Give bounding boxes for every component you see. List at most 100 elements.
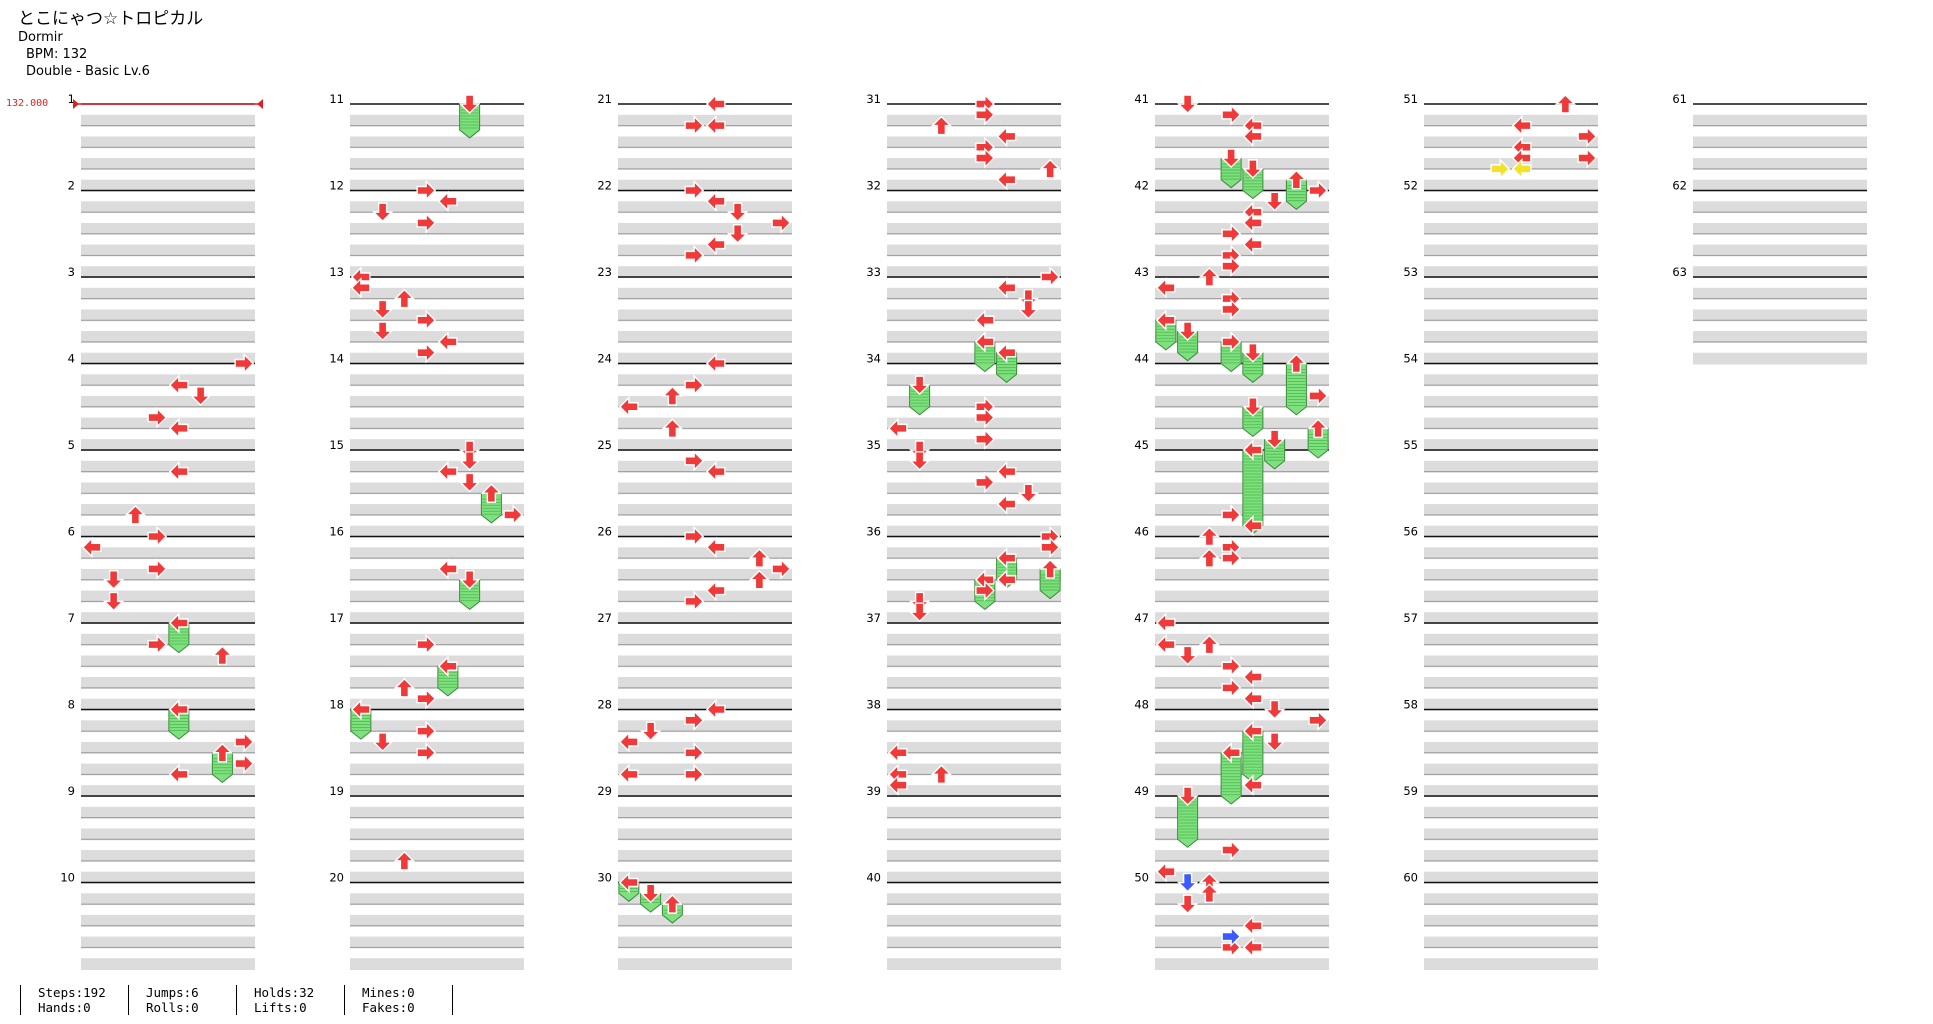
note-arrow bbox=[908, 375, 931, 416]
beat-stripe bbox=[887, 136, 1061, 149]
arrow-u-icon bbox=[930, 764, 953, 785]
note-arrow bbox=[1577, 147, 1598, 169]
beat-stripe bbox=[81, 828, 255, 841]
beat-stripe bbox=[81, 720, 255, 733]
beat-stripe bbox=[350, 677, 524, 689]
measure-number: 57 bbox=[1403, 611, 1418, 625]
beat-stripe bbox=[887, 850, 1061, 862]
note-arrow bbox=[618, 396, 639, 418]
beat-stripe bbox=[350, 439, 524, 451]
arrow-r-icon bbox=[147, 558, 168, 580]
note-arrow bbox=[618, 763, 639, 786]
beat-stripe bbox=[81, 893, 255, 906]
arrow-r-icon bbox=[1577, 125, 1598, 148]
measure-number: 45 bbox=[1134, 438, 1149, 452]
measure-number: 60 bbox=[1403, 871, 1418, 885]
arrow-r-icon bbox=[1221, 331, 1242, 353]
beat-stripe bbox=[1155, 698, 1329, 711]
beat-stripe bbox=[350, 222, 524, 235]
beat-stripe bbox=[1155, 547, 1329, 560]
measure-number: 22 bbox=[597, 179, 612, 193]
beat-stripe bbox=[350, 374, 524, 387]
beat-stripe bbox=[1424, 698, 1598, 711]
beat-stripe bbox=[887, 936, 1061, 949]
measure: 48 bbox=[1134, 698, 1329, 797]
note-arrow bbox=[1198, 634, 1221, 655]
beat-stripe bbox=[1424, 460, 1598, 473]
beat-stripe bbox=[618, 525, 792, 538]
stat-steps: Steps:192 bbox=[38, 985, 106, 1000]
beat-stripe bbox=[350, 158, 524, 170]
measure-number: 20 bbox=[329, 871, 344, 885]
measure-number: 10 bbox=[60, 871, 75, 885]
arrow-d-icon bbox=[1220, 148, 1242, 169]
arrow-l-icon bbox=[887, 742, 908, 764]
note-arrow bbox=[211, 742, 234, 784]
arrow-u-icon bbox=[1285, 353, 1308, 374]
measure-number: 62 bbox=[1672, 179, 1687, 193]
arrow-l-icon bbox=[1155, 633, 1176, 656]
arrow-l-icon bbox=[705, 233, 726, 256]
arrow-d-icon bbox=[1017, 299, 1040, 320]
note-arrow bbox=[684, 244, 705, 267]
measure-number: 58 bbox=[1403, 698, 1418, 712]
beat-stripe bbox=[350, 417, 524, 430]
arrow-r-icon bbox=[416, 720, 437, 742]
beat-stripe bbox=[618, 331, 792, 343]
note-arrow bbox=[1577, 125, 1598, 148]
beat-stripe bbox=[1155, 287, 1329, 300]
beat-stripe bbox=[81, 352, 255, 365]
beat-stripe bbox=[1155, 893, 1329, 906]
note-arrow bbox=[1263, 429, 1286, 470]
arrow-r-icon bbox=[147, 406, 168, 429]
note-arrow bbox=[684, 763, 705, 786]
note-arrow bbox=[887, 417, 908, 440]
arrow-d-icon bbox=[102, 591, 125, 612]
note-arrow bbox=[458, 570, 481, 611]
arrow-l-icon bbox=[1155, 277, 1176, 299]
beat-stripe bbox=[1424, 395, 1598, 408]
note-arrow bbox=[458, 472, 481, 493]
arrow-u-icon bbox=[124, 504, 147, 525]
note-arrow bbox=[234, 731, 255, 753]
note-arrow bbox=[1242, 212, 1263, 234]
beat-stripe bbox=[1424, 763, 1598, 776]
measure-number: 31 bbox=[866, 92, 881, 106]
arrow-r-icon bbox=[684, 179, 705, 202]
beat-stripe bbox=[1424, 244, 1598, 257]
arrow-l-icon bbox=[705, 579, 726, 602]
arrow-l-icon bbox=[996, 493, 1017, 515]
note-arrow bbox=[234, 752, 255, 775]
note-arrow bbox=[1221, 547, 1242, 569]
note-arrow bbox=[1198, 883, 1221, 904]
arrow-l-icon bbox=[996, 460, 1017, 483]
beat-stripe bbox=[887, 914, 1061, 927]
arrow-u-icon bbox=[393, 850, 416, 871]
beat-stripe bbox=[350, 352, 524, 365]
beat-stripe bbox=[887, 828, 1061, 841]
note-arrow bbox=[1221, 839, 1242, 861]
note-arrow bbox=[684, 179, 705, 202]
beat-stripe bbox=[618, 655, 792, 668]
note-arrow bbox=[975, 406, 995, 429]
beat-stripe bbox=[1155, 244, 1329, 257]
measure: 30 bbox=[597, 871, 792, 970]
measure-number: 13 bbox=[329, 265, 344, 279]
beat-stripe bbox=[350, 201, 524, 214]
arrow-l-icon bbox=[974, 331, 995, 353]
note-arrow bbox=[1176, 94, 1199, 114]
beat-stripe bbox=[81, 850, 255, 862]
beat-stripe bbox=[887, 677, 1061, 689]
beat-stripe bbox=[618, 741, 792, 754]
measure: 57 bbox=[1403, 611, 1598, 711]
note-arrow bbox=[393, 850, 416, 871]
note-arrow bbox=[974, 309, 995, 331]
beat-stripe bbox=[350, 331, 524, 343]
beat-stripe bbox=[1424, 633, 1598, 646]
note-arrow bbox=[996, 168, 1017, 191]
note-arrow bbox=[1040, 536, 1061, 559]
measure-number: 36 bbox=[866, 525, 881, 539]
beat-stripe bbox=[1424, 958, 1598, 970]
note-arrow bbox=[1039, 158, 1061, 179]
note-arrow bbox=[1242, 720, 1264, 784]
